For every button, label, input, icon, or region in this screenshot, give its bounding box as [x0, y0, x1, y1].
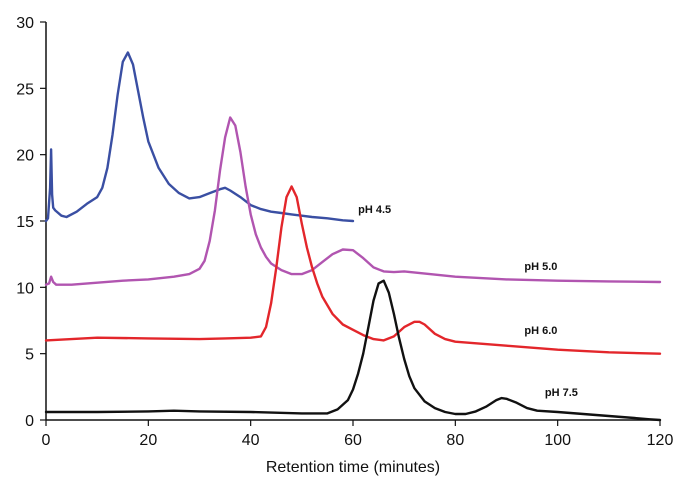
- series-line-ph-6-0: [44, 185, 662, 355]
- y-tick-label: 20: [16, 148, 34, 165]
- series-line-ph-7-5: [44, 279, 662, 422]
- y-tick-label: 25: [16, 81, 34, 98]
- x-tick-label: 20: [139, 432, 157, 449]
- series-labels: pH 4.5 pH 5.0 pH 6.0 pH 7.5: [358, 204, 578, 399]
- x-tick-label: 0: [42, 432, 51, 449]
- y-tick-label: 0: [25, 413, 34, 430]
- x-tick-label: 60: [344, 432, 362, 449]
- y-axis-ticks: 0 5 10 15 20 25 30: [16, 15, 46, 430]
- series-label: pH 5.0: [524, 261, 557, 273]
- series-label: pH 4.5: [358, 204, 391, 216]
- x-tick-label: 40: [242, 432, 260, 449]
- x-axis-ticks: 0 20 40 60 80 100 120: [42, 420, 674, 449]
- y-tick-label: 5: [25, 347, 34, 364]
- x-tick-label: 80: [446, 432, 464, 449]
- axes: 0 20 40 60 80 100 120 0 5 10 15 20 25 30: [16, 15, 673, 449]
- y-tick-label: 10: [16, 280, 34, 297]
- series-line-ph-4-5: [44, 51, 355, 223]
- series-label: pH 7.5: [545, 387, 578, 399]
- y-tick-label: 15: [16, 214, 34, 231]
- x-tick-label: 100: [544, 432, 571, 449]
- series-line-ph-5-0: [44, 116, 662, 286]
- y-tick-label: 30: [16, 15, 34, 32]
- x-axis-title: Retention time (minutes): [266, 459, 440, 476]
- series-label: pH 6.0: [524, 325, 557, 337]
- series-layer: [44, 51, 662, 422]
- x-tick-label: 120: [647, 432, 674, 449]
